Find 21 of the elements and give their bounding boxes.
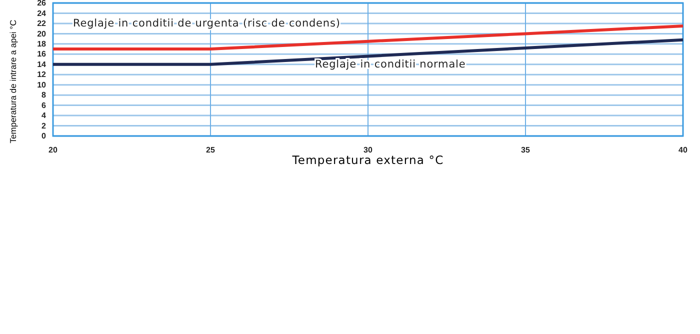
y-tick-label: 26 bbox=[37, 0, 47, 8]
y-tick-label: 22 bbox=[37, 19, 47, 28]
y-tick-label: 0 bbox=[42, 132, 47, 141]
x-axis-title: Temperatura externa °C bbox=[291, 153, 444, 167]
y-tick-label: 12 bbox=[37, 70, 47, 80]
y-tick-label: 14 bbox=[37, 60, 47, 69]
x-tick-label: 30 bbox=[364, 146, 373, 155]
y-tick-label: 8 bbox=[42, 90, 47, 100]
x-tick-label: 20 bbox=[48, 146, 58, 155]
y-tick-label: 20 bbox=[37, 29, 47, 38]
y-tick-label: 6 bbox=[42, 100, 47, 110]
x-tick-label: 25 bbox=[206, 146, 216, 155]
y-tick-label: 4 bbox=[42, 111, 47, 120]
y-tick-label: 2 bbox=[42, 121, 47, 130]
y-tick-label: 10 bbox=[37, 80, 47, 90]
x-tick-label: 40 bbox=[678, 146, 688, 155]
y-axis-title: Temperatura de intrare a apei °C bbox=[8, 20, 18, 144]
x-tick-label: 35 bbox=[521, 146, 530, 155]
y-tick-label: 18 bbox=[37, 39, 47, 48]
y-tick-label: 24 bbox=[37, 8, 47, 18]
y-tick-label: 16 bbox=[37, 50, 47, 59]
